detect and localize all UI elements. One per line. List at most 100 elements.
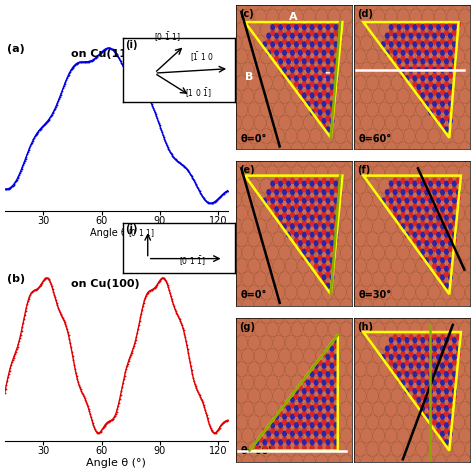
Circle shape [254,219,266,234]
Circle shape [420,186,425,192]
Circle shape [310,152,322,167]
Circle shape [354,179,366,194]
Circle shape [410,192,422,207]
Circle shape [322,388,334,403]
Circle shape [279,375,291,390]
Circle shape [279,36,291,51]
Circle shape [444,439,449,446]
Circle shape [310,109,315,116]
Circle shape [285,285,297,300]
Circle shape [298,229,303,235]
Circle shape [329,346,335,352]
Circle shape [286,64,291,70]
Circle shape [333,422,338,428]
Circle shape [448,402,453,409]
Circle shape [294,445,299,451]
Circle shape [436,231,441,238]
Circle shape [326,181,330,187]
Circle shape [306,55,311,62]
Circle shape [346,49,359,64]
Circle shape [326,248,330,255]
Circle shape [448,195,453,201]
Circle shape [432,334,437,340]
Circle shape [412,337,418,343]
Circle shape [428,393,433,400]
Circle shape [329,83,335,90]
Circle shape [440,441,453,456]
Circle shape [333,47,338,53]
Circle shape [373,165,385,181]
Circle shape [322,441,334,456]
Circle shape [329,413,335,420]
Circle shape [373,348,385,364]
Circle shape [294,47,299,53]
Circle shape [428,24,433,30]
Circle shape [236,49,248,64]
Circle shape [428,285,440,300]
Circle shape [297,152,310,167]
Circle shape [348,322,360,337]
Circle shape [328,401,340,417]
Circle shape [303,375,316,390]
Circle shape [391,102,403,117]
Circle shape [444,271,449,278]
Circle shape [248,152,260,167]
Circle shape [282,33,287,39]
Circle shape [404,181,410,187]
Circle shape [428,405,433,411]
Circle shape [333,237,338,244]
Circle shape [236,309,248,324]
Circle shape [404,47,410,53]
Circle shape [444,405,449,411]
Circle shape [444,265,449,272]
Circle shape [447,428,459,443]
Circle shape [321,67,327,73]
Circle shape [448,118,453,124]
Circle shape [302,186,307,192]
Circle shape [274,430,279,437]
Circle shape [440,179,453,194]
Circle shape [420,337,425,343]
Circle shape [298,206,303,212]
Circle shape [279,89,291,104]
Circle shape [254,192,266,207]
Circle shape [326,422,330,428]
Circle shape [248,179,260,194]
Circle shape [314,263,319,269]
Circle shape [242,115,254,130]
Circle shape [412,64,418,70]
Circle shape [333,81,338,87]
Circle shape [286,215,291,221]
Circle shape [404,24,410,30]
Circle shape [432,419,437,426]
Circle shape [428,377,433,383]
Circle shape [444,181,449,187]
Circle shape [432,195,437,201]
Circle shape [404,64,410,70]
Circle shape [409,380,413,386]
Circle shape [416,206,421,212]
Circle shape [416,152,428,167]
Circle shape [229,272,242,287]
Circle shape [298,240,303,246]
Circle shape [432,240,437,246]
Circle shape [329,21,335,27]
Circle shape [444,41,449,47]
Circle shape [452,360,457,366]
Circle shape [391,205,403,220]
Circle shape [447,298,459,313]
Circle shape [329,436,335,443]
Circle shape [310,102,322,117]
Circle shape [428,343,433,349]
Circle shape [326,445,330,451]
Circle shape [302,439,307,446]
Circle shape [286,445,291,451]
Circle shape [444,64,449,70]
Circle shape [401,368,406,374]
Circle shape [291,348,303,364]
Circle shape [314,67,319,73]
Circle shape [286,41,291,47]
Circle shape [282,419,287,426]
Circle shape [389,203,394,210]
Circle shape [314,413,319,420]
